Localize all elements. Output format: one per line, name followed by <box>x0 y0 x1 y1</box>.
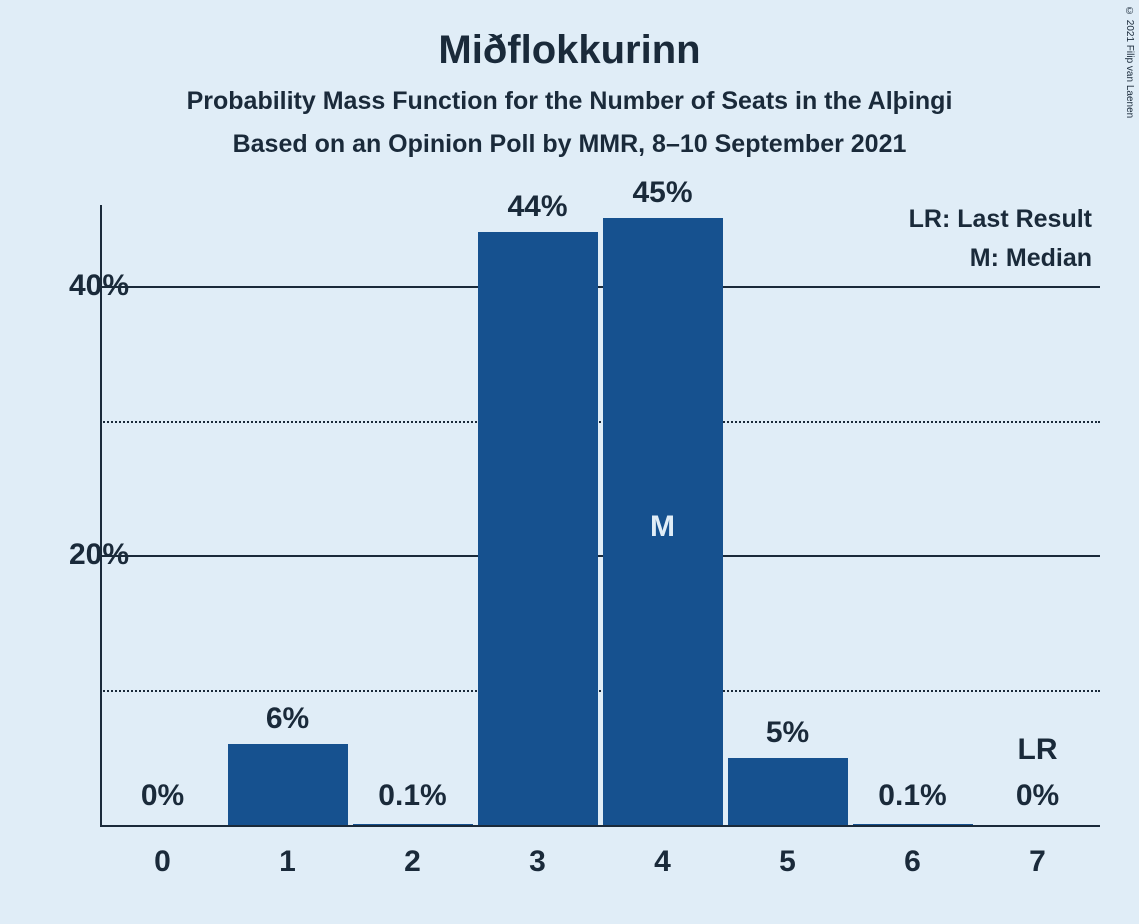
grid-line-0 <box>100 825 1100 827</box>
bar-slot-5: 5%5 <box>725 205 850 825</box>
chart-subtitle-2: Based on an Opinion Poll by MMR, 8–10 Se… <box>0 116 1139 159</box>
plot-area: LR: Last Result M: Median 0%06%10.1%244%… <box>100 205 1100 825</box>
y-axis-label-20: 20% <box>69 538 129 572</box>
bar-slot-3: 44%3 <box>475 205 600 825</box>
bar-3: 44% <box>478 232 598 825</box>
copyright-text: © 2021 Filip van Laenen <box>1124 6 1135 118</box>
bar-slot-4: 45%M4 <box>600 205 725 825</box>
x-axis-label-0: 0 <box>154 825 171 879</box>
bar-value-label-2: 0.1% <box>378 779 446 825</box>
x-axis-label-1: 1 <box>279 825 296 879</box>
bar-value-label-1: 6% <box>266 702 309 744</box>
bar-slot-2: 0.1%2 <box>350 205 475 825</box>
bar-marker-lr: LR <box>1018 733 1058 767</box>
bar-slot-7: LR0%7 <box>975 205 1100 825</box>
bar-value-label-7: 0% <box>1016 779 1059 825</box>
x-axis-label-3: 3 <box>529 825 546 879</box>
x-axis-label-6: 6 <box>904 825 921 879</box>
bar-1: 6% <box>228 744 348 825</box>
bar-value-label-4: 45% <box>632 176 692 218</box>
bar-value-label-3: 44% <box>507 190 567 232</box>
y-axis-label-40: 40% <box>69 269 129 303</box>
chart-subtitle-1: Probability Mass Function for the Number… <box>0 73 1139 116</box>
bar-slot-6: 0.1%6 <box>850 205 975 825</box>
x-axis-label-7: 7 <box>1029 825 1046 879</box>
bar-5: 5% <box>728 758 848 825</box>
chart-container: Miðflokkurinn Probability Mass Function … <box>0 0 1139 924</box>
x-axis-label-4: 4 <box>654 825 671 879</box>
x-axis-label-2: 2 <box>404 825 421 879</box>
bar-value-label-6: 0.1% <box>878 779 946 825</box>
bar-value-label-0: 0% <box>141 779 184 825</box>
x-axis-label-5: 5 <box>779 825 796 879</box>
bar-value-label-5: 5% <box>766 716 809 758</box>
bar-marker-m: M <box>650 510 675 544</box>
bar-4: 45%M <box>603 218 723 825</box>
bar-slot-1: 6%1 <box>225 205 350 825</box>
chart-title: Miðflokkurinn <box>0 0 1139 73</box>
